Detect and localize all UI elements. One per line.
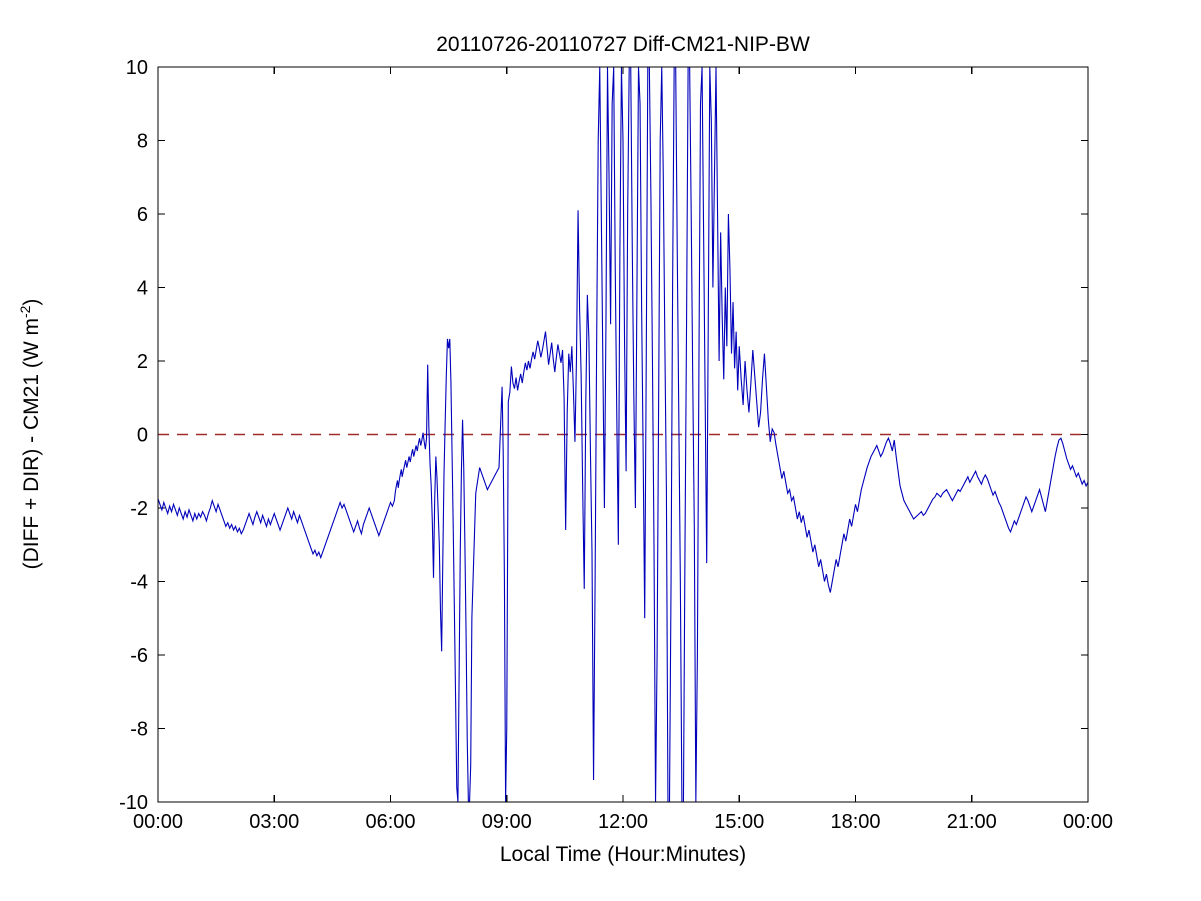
x-axis-tick-marks (273, 67, 973, 802)
x-axis-tick-labels: 00:00 03:00 06:00 09:00 12:00 15:00 18:00 21:00… (133, 811, 1113, 833)
y-tick-label: -8 (130, 719, 148, 741)
x-tick-label: 15:00 (714, 811, 764, 833)
x-tick-label: 06:00 (365, 811, 415, 833)
x-tick-label: 12:00 (598, 811, 648, 833)
y-axis-title-suffix: ) (20, 299, 43, 306)
y-tick-label: 8 (137, 131, 148, 153)
y-tick-label: -2 (130, 498, 148, 520)
x-axis-title: Local Time (Hour:Minutes) (500, 843, 746, 866)
y-tick-label: 10 (126, 57, 148, 79)
y-axis-title-prefix: (DIFF + DIR) - CM21 (W m (20, 318, 43, 569)
y-axis-title-superscript: -2 (17, 305, 33, 318)
y-tick-label: -4 (130, 572, 148, 594)
x-tick-label: 03:00 (249, 811, 299, 833)
y-tick-label: 4 (137, 278, 148, 300)
y-axis-title-group: (DIFF + DIR) - CM21 (W m-2) (17, 299, 43, 570)
x-tick-label: 18:00 (830, 811, 880, 833)
x-tick-label: 21:00 (947, 811, 997, 833)
x-tick-label: 00:00 (1063, 811, 1113, 833)
data-series-line (158, 67, 1088, 802)
plot-axes-frame (157, 66, 1089, 803)
y-tick-label: 0 (137, 425, 148, 447)
y-tick-label: -10 (119, 792, 148, 814)
y-tick-label: -6 (130, 645, 148, 667)
x-tick-label: 09:00 (482, 811, 532, 833)
x-tick-label: 00:00 (133, 811, 183, 833)
y-tick-label: 6 (137, 204, 148, 226)
chart-title: 20110726-20110727 Diff-CM21-NIP-BW (436, 33, 810, 56)
y-tick-label: 2 (137, 351, 148, 373)
y-axis-title: (DIFF + DIR) - CM21 (W m-2) (17, 299, 43, 570)
y-axis-tick-labels: -10 -8 -6 -4 -2 0 2 4 6 8 10 (119, 57, 148, 814)
